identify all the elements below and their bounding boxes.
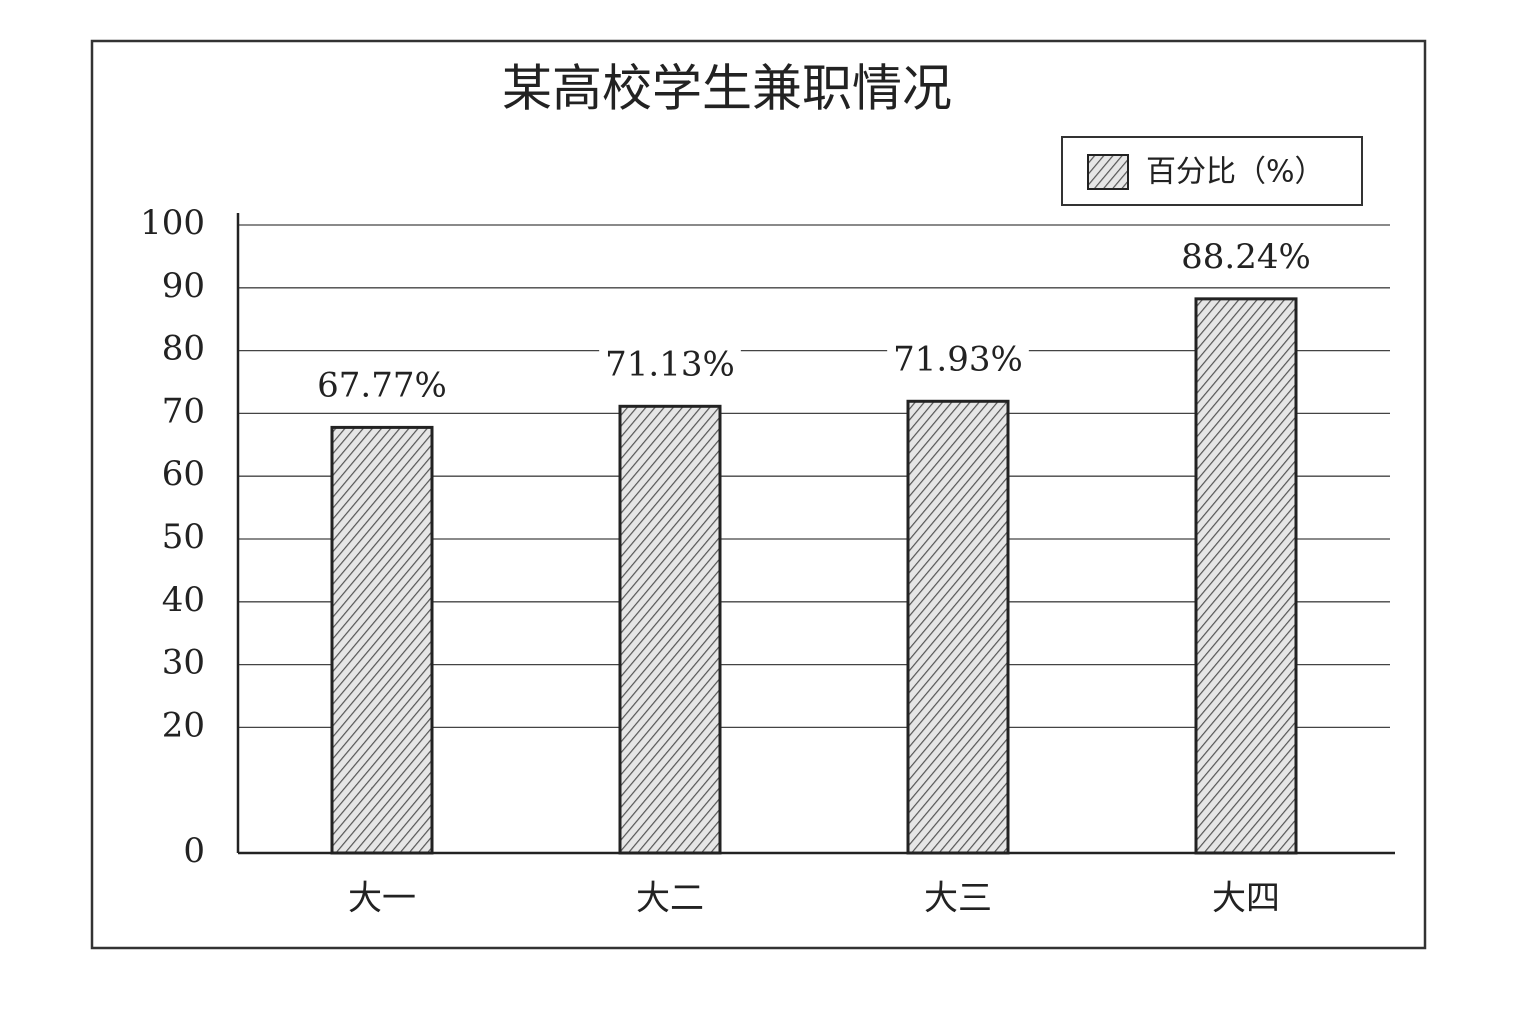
y-tick-label: 50 xyxy=(162,517,205,557)
value-label: 71.13% xyxy=(605,344,735,384)
bar xyxy=(618,404,722,855)
y-tick-label: 20 xyxy=(162,705,205,745)
y-tick-label: 40 xyxy=(162,580,205,620)
label-bg xyxy=(1175,236,1317,277)
y-tick-label: 80 xyxy=(162,329,205,369)
bar xyxy=(330,425,434,855)
x-tick-label: 大四 xyxy=(1212,879,1280,919)
value-label: 88.24% xyxy=(1181,237,1311,277)
legend-label: 百分比（%） xyxy=(1146,155,1325,190)
y-tick-label: 100 xyxy=(140,203,205,243)
legend-swatch xyxy=(1087,154,1129,190)
bar xyxy=(1194,297,1298,855)
frame xyxy=(90,39,1427,950)
y-tick-label: 0 xyxy=(183,831,205,871)
y-tick-label: 90 xyxy=(162,266,205,306)
x-tick-label: 大二 xyxy=(636,879,704,919)
value-label: 67.77% xyxy=(317,365,447,405)
label-bg xyxy=(887,339,1029,380)
label-bg xyxy=(311,365,453,406)
label-bg xyxy=(599,344,741,385)
value-label: 71.93% xyxy=(893,339,1023,379)
x-tick-label: 大一 xyxy=(348,879,416,919)
y-tick-label: 60 xyxy=(162,454,205,494)
x-tick-label: 大三 xyxy=(924,879,992,919)
y-tick-label: 30 xyxy=(162,643,205,683)
chart-title: 某高校学生兼职情况 xyxy=(502,60,952,118)
bar xyxy=(906,399,1010,855)
y-tick-label: 70 xyxy=(162,391,205,431)
